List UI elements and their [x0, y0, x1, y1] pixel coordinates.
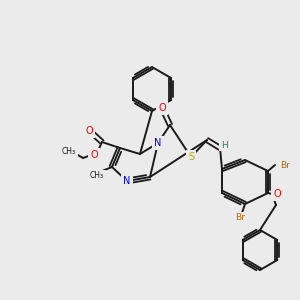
Text: O: O [90, 150, 98, 160]
Text: H: H [220, 140, 227, 149]
Text: O: O [273, 189, 281, 199]
Text: Br: Br [280, 160, 290, 169]
Text: Br: Br [235, 214, 245, 223]
Text: O: O [85, 126, 93, 136]
Text: N: N [123, 176, 131, 186]
Text: N: N [154, 138, 162, 148]
Text: CH₃: CH₃ [90, 172, 104, 181]
Text: O: O [158, 103, 166, 113]
Text: CH₃: CH₃ [62, 146, 76, 155]
Text: S: S [188, 152, 194, 162]
